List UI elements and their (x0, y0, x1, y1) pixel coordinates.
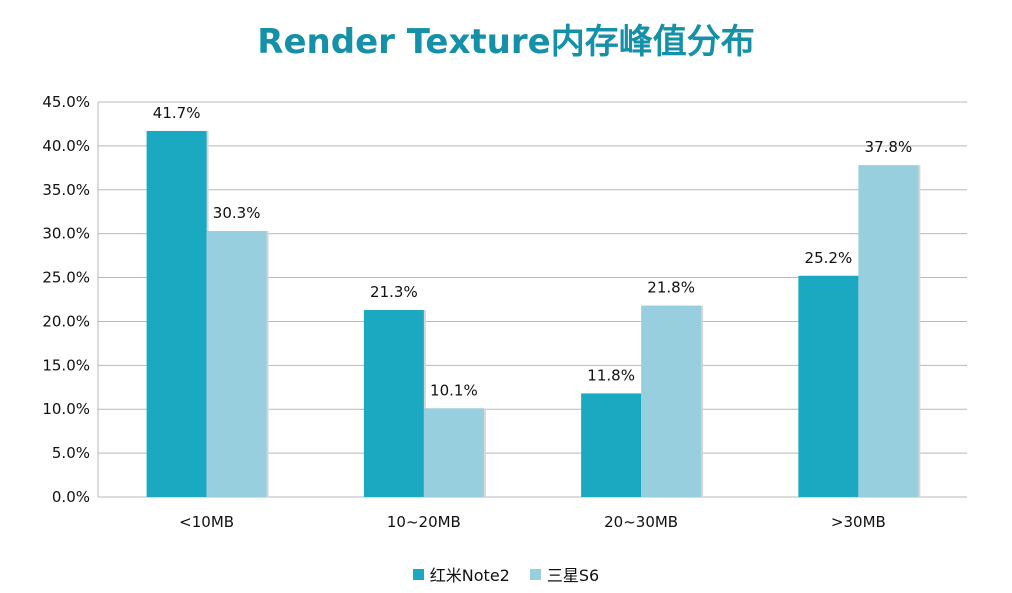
chart-title: Render Texture内存峰值分布 (257, 22, 755, 62)
data-label: 21.8% (647, 279, 695, 297)
bar-series-2-4 (858, 165, 919, 497)
legend-label-series-2: 三星S6 (546, 566, 600, 585)
legend: 红米Note2 三星S6 (0, 562, 1012, 586)
y-tick-label: 40.0% (42, 137, 90, 155)
legend-item-series-2: 三星S6 (529, 562, 600, 586)
x-axis-ticks: <10MB 10~20MB 20~30MB >30MB (179, 513, 886, 531)
x-tick-label: 20~30MB (604, 513, 678, 531)
y-tick-label: 25.0% (42, 269, 90, 287)
legend-label-series-1: 红米Note2 (429, 566, 510, 585)
bar-series-1-1 (146, 130, 207, 497)
y-tick-label: 35.0% (42, 181, 90, 199)
bar-series-2-3 (641, 305, 702, 497)
bar-series-1-2 (363, 310, 424, 497)
y-tick-label: 45.0% (42, 93, 90, 111)
data-labels: 41.7% 30.3% 21.3% 10.1% 11.8% 21.8% 25.2% 37.8% (153, 104, 912, 399)
bar-series-1-3 (581, 393, 642, 497)
bar-series-2-2 (423, 408, 484, 497)
x-tick-label: 10~20MB (387, 513, 461, 531)
bar-series-2-1 (206, 231, 267, 498)
y-tick-label: 20.0% (42, 312, 90, 330)
data-label: 37.8% (865, 138, 913, 156)
y-tick-label: 5.0% (52, 444, 90, 462)
bars (146, 130, 921, 498)
legend-swatch-series-1 (412, 568, 424, 580)
data-label: 41.7% (153, 104, 201, 122)
y-tick-label: 10.0% (42, 400, 90, 418)
legend-item-series-1: 红米Note2 (412, 562, 510, 586)
data-label: 30.3% (213, 204, 261, 222)
data-label: 11.8% (587, 366, 635, 384)
y-axis-ticks: 0.0% 5.0% 10.0% 15.0% 20.0% 25.0% 30.0% 35.0% 40… (42, 93, 90, 506)
bar-series-1-4 (798, 275, 859, 497)
legend-swatch-series-2 (529, 568, 541, 580)
y-tick-label: 15.0% (42, 356, 90, 374)
data-label: 10.1% (430, 381, 478, 399)
data-label: 21.3% (370, 283, 418, 301)
data-label: 25.2% (805, 249, 853, 267)
y-tick-label: 30.0% (42, 225, 90, 243)
y-tick-label: 0.0% (52, 488, 90, 506)
x-tick-label: >30MB (831, 513, 886, 531)
x-tick-label: <10MB (179, 513, 234, 531)
